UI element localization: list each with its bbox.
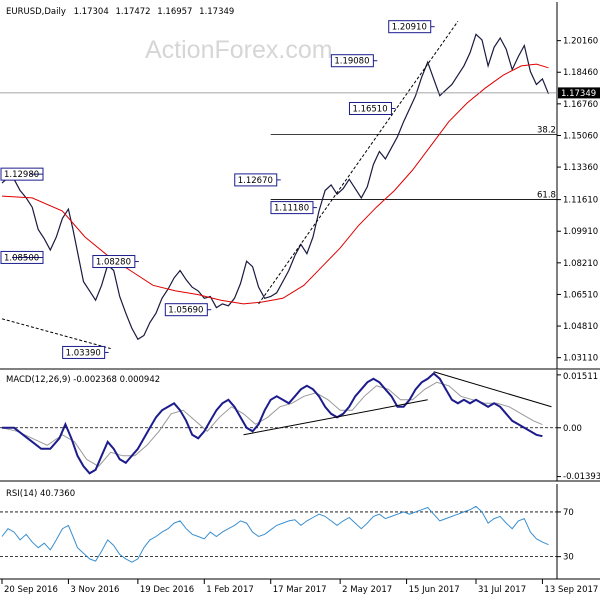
price-axis-label: 1.18460 bbox=[563, 68, 598, 78]
last-price-tag-label: 1.17349 bbox=[561, 89, 596, 99]
macd-line bbox=[2, 372, 543, 475]
price-callout-label: 1.05690 bbox=[168, 306, 203, 316]
ohlc-open: 1.17304 bbox=[74, 7, 109, 17]
price-panel: 1.20160 1.18460 1.16760 1.15060 1.13360 1.116… bbox=[0, 2, 600, 370]
fib-level-label: 61.8 bbox=[537, 190, 556, 200]
rising-dashed-trendline bbox=[258, 21, 459, 305]
price-axis-label: 1.04810 bbox=[563, 322, 598, 332]
price-callout-label: 1.08280 bbox=[96, 258, 131, 268]
price-axis-label: 1.15060 bbox=[563, 131, 598, 141]
macd-trendline bbox=[243, 399, 428, 436]
rsi-axis-label: 70 bbox=[563, 508, 574, 518]
time-axis-label: 2 May 2017 bbox=[342, 585, 392, 595]
time-axis-label: 13 Sep 2017 bbox=[544, 585, 598, 595]
rsi-axis-label: 30 bbox=[563, 553, 574, 563]
symbol-timeframe: EURUSD,Daily bbox=[6, 7, 66, 17]
ohlc-close: 1.17349 bbox=[199, 7, 234, 17]
time-axis-label: 1 Feb 2017 bbox=[206, 585, 254, 595]
macd-title: MACD(12,26,9) -0.002368 0.000942 bbox=[6, 375, 160, 385]
time-axis-label: 3 Nov 2016 bbox=[70, 585, 119, 595]
price-axis-label: 1.11610 bbox=[563, 196, 598, 206]
macd-axis: 0.01511 0.00 -0.013938 bbox=[557, 372, 600, 482]
watermark: ActionForex.com bbox=[145, 36, 333, 64]
price-callout-label: 1.08500 bbox=[4, 253, 39, 263]
rsi-panel: RSI(14) 40.7360 70 30 bbox=[0, 484, 600, 580]
rsi-line bbox=[1, 505, 549, 563]
rsi-title: RSI(14) 40.7360 bbox=[6, 489, 75, 499]
price-axis-label: 1.08210 bbox=[563, 259, 598, 269]
macd-signal-line bbox=[1, 381, 543, 467]
price-axis-label: 1.13360 bbox=[563, 163, 598, 173]
macd-panel: MACD(12,26,9) -0.002368 0.000942 0.01511… bbox=[0, 370, 600, 482]
price-callouts: 1.12980 1.08500 1.08280 1.03390 1.05690 1.126… bbox=[0, 20, 435, 359]
last-price-tag-box bbox=[558, 87, 600, 99]
fib-level-label: 38.2 bbox=[537, 125, 556, 135]
price-callout-label: 1.20910 bbox=[392, 23, 427, 33]
time-axis-label: 20 Sep 2016 bbox=[4, 585, 58, 595]
macd-axis-label: -0.013938 bbox=[563, 472, 600, 482]
macd-axis-label: 0.01511 bbox=[563, 372, 598, 382]
macd-axis-label: 0.00 bbox=[563, 424, 582, 434]
price-axis-label: 1.06510 bbox=[563, 290, 598, 300]
ohlc-low: 1.16957 bbox=[157, 7, 192, 17]
price-axis-label: 1.20160 bbox=[563, 37, 598, 47]
price-series-line bbox=[1, 33, 550, 341]
lower-dashed-trendline bbox=[1, 318, 111, 350]
price-callout-label: 1.19080 bbox=[334, 57, 369, 67]
time-axis-label: 31 Jul 2017 bbox=[478, 585, 526, 595]
time-axis: 20 Sep 2016 3 Nov 2016 19 Dec 2016 1 Feb 20… bbox=[1, 579, 598, 595]
time-axis-label: 17 Mar 2017 bbox=[273, 585, 327, 595]
ohlc-high: 1.17472 bbox=[115, 7, 150, 17]
price-callout-label: 1.12670 bbox=[238, 176, 273, 186]
price-callout-label: 1.11180 bbox=[274, 204, 309, 214]
price-axis-label: 1.16760 bbox=[563, 100, 598, 110]
main-chart-title: EURUSD,Daily 1.17304 1.17472 1.16957 1.1… bbox=[6, 7, 234, 17]
price-axis: 1.20160 1.18460 1.16760 1.15060 1.13360 1.116… bbox=[557, 37, 598, 364]
last-price-tag: 1.17349 bbox=[558, 87, 600, 99]
price-axis-label: 1.03110 bbox=[563, 354, 598, 364]
time-axis-label: 15 Jun 2017 bbox=[409, 585, 460, 595]
fibonacci-levels: 38.2 61.8 bbox=[270, 125, 557, 200]
macd-trendline bbox=[433, 371, 552, 408]
rsi-axis: 70 30 bbox=[557, 508, 574, 563]
price-callout-label: 1.12980 bbox=[4, 170, 39, 180]
time-axis-label: 19 Dec 2016 bbox=[140, 585, 194, 595]
price-callout-label: 1.03390 bbox=[66, 348, 101, 358]
macd-trendlines bbox=[243, 371, 552, 436]
price-callout-label: 1.16510 bbox=[352, 105, 387, 115]
rsi-levels bbox=[0, 511, 557, 558]
price-axis-label: 1.09910 bbox=[563, 227, 598, 237]
